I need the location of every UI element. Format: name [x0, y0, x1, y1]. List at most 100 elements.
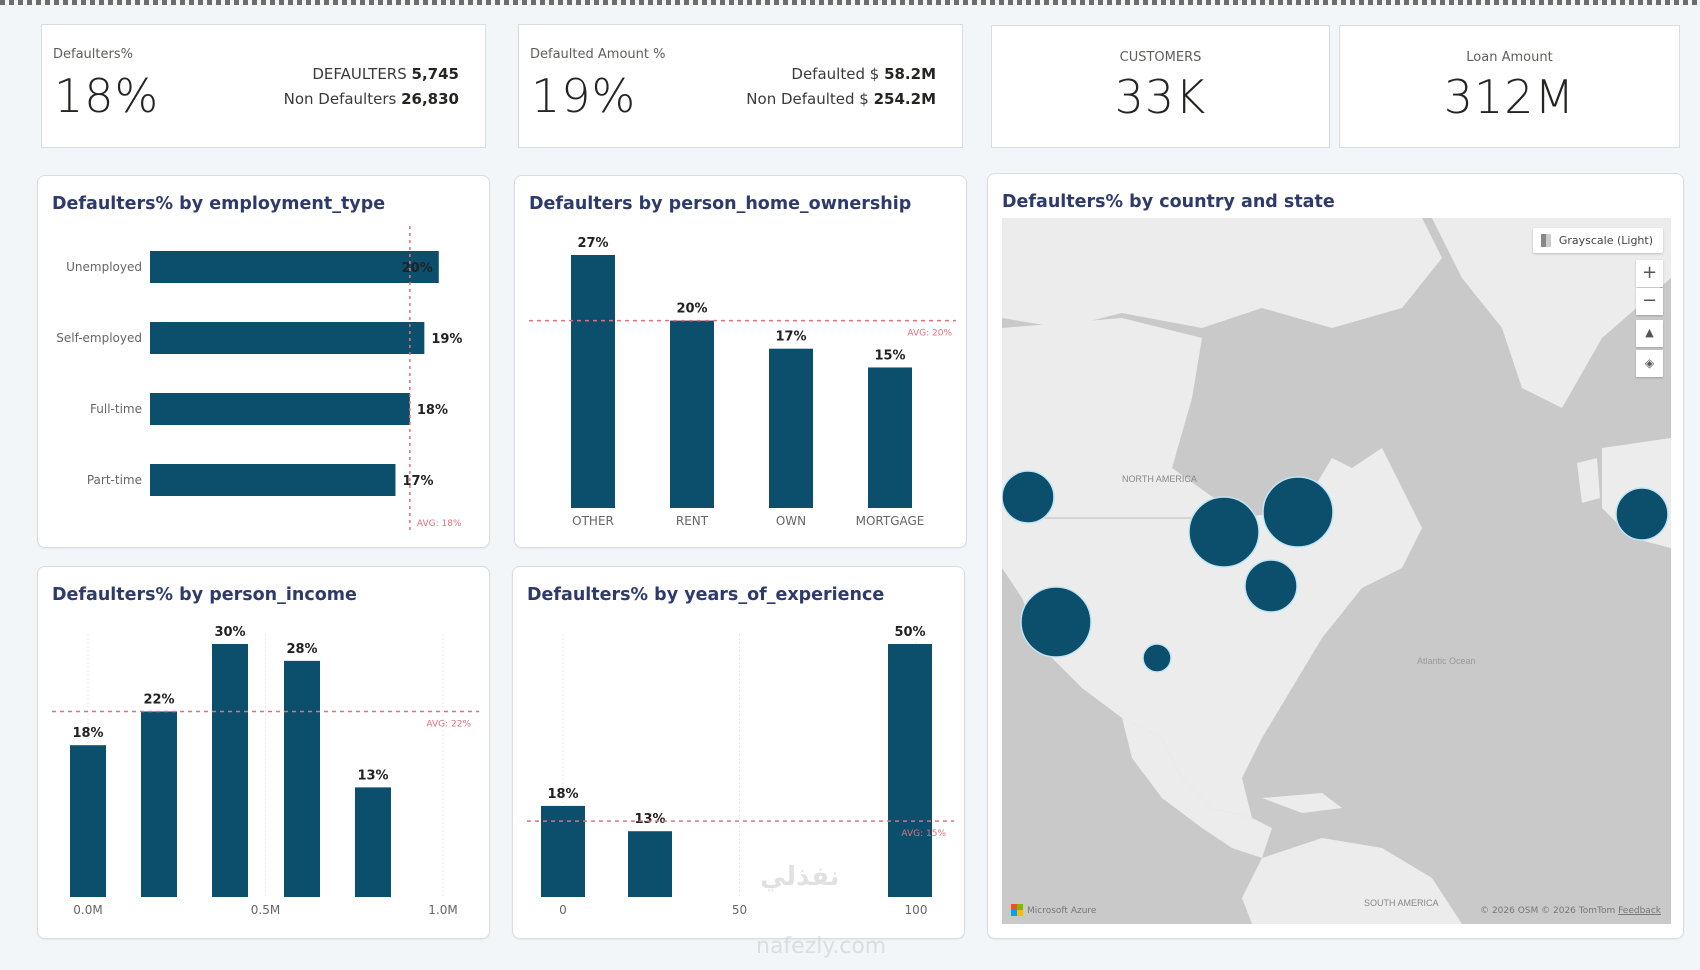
category-label: OTHER [572, 514, 614, 528]
bar [150, 322, 425, 354]
chart-panel-employment-type[interactable]: Defaulters% by employment_type Unemploye… [37, 175, 490, 548]
zoom-in-button[interactable]: + [1636, 260, 1663, 287]
kpi-value: 33K [1114, 70, 1207, 124]
watermark-arabic: نفذلي [760, 862, 840, 892]
bar [150, 251, 439, 283]
bar [670, 320, 714, 508]
map-bubble[interactable]: Texas [1142, 643, 1172, 673]
map-title: Defaulters% by country and state [1002, 192, 1335, 212]
map-copyright: © 2026 OSM © 2026 TomTom Feedback [1480, 906, 1661, 916]
chart-title: Defaulters by person_home_ownership [529, 194, 912, 214]
map-bubble[interactable]: Quebec [1262, 476, 1334, 548]
bar [541, 805, 585, 897]
map-canvas[interactable]: NORTH AMERICA Atlantic Ocean SOUTH AMERI… [1002, 218, 1671, 924]
data-label: 18% [72, 726, 103, 741]
kpi-breakdown: Defaulted $ 58.2M Non Defaulted $ 254.2M [746, 62, 936, 112]
feedback-link[interactable]: Feedback [1618, 906, 1661, 916]
microsoft-azure-logo-icon [1011, 904, 1023, 916]
bar [868, 367, 912, 508]
chart-panel-person-income[interactable]: Defaulters% by person_income 18% 22% 30% 28… [37, 566, 490, 939]
bar [355, 787, 391, 897]
category-label: RENT [676, 514, 709, 528]
map-bubble[interactable]: United Kingdom [1615, 487, 1669, 541]
label-south-america: SOUTH AMERICA [1364, 898, 1439, 908]
data-label: 20% [676, 302, 707, 317]
kpi-value: 18% [54, 69, 160, 123]
chart-panel-years-experience[interactable]: Defaulters% by years_of_experience 18% 13… [512, 566, 965, 939]
kpi-card-defaulted-amount-pct[interactable]: Defaulted Amount % 19% Defaulted $ 58.2M… [518, 24, 963, 148]
bar [212, 644, 248, 897]
chart-panel-home-ownership[interactable]: Defaulters by person_home_ownership 27% O… [514, 175, 967, 548]
map-style-label: Grayscale (Light) [1558, 234, 1653, 247]
category-label: Part-time [87, 473, 142, 487]
map-bubble[interactable]: New York [1244, 559, 1298, 613]
non-defaulters-value: 26,830 [401, 90, 459, 108]
bar [150, 464, 396, 496]
data-label: 19% [431, 332, 462, 347]
defaulted-value: 58.2M [884, 65, 936, 83]
data-label: 30% [214, 625, 245, 640]
kpi-card-defaulters-pct[interactable]: Defaulters% 18% DEFAULTERS 5,745 Non Def… [41, 24, 486, 148]
label-atlantic-ocean: Atlantic Ocean [1417, 656, 1476, 666]
pitch-button[interactable]: ▲ [1636, 320, 1663, 347]
map-bubble[interactable]: Ontario [1188, 496, 1260, 568]
map-provider: Microsoft Azure [1027, 906, 1097, 916]
watermark-latin: nafezly.com [756, 934, 887, 959]
bar [284, 660, 320, 897]
land-south-america [1242, 838, 1462, 924]
defaulters-label: DEFAULTERS [312, 65, 407, 83]
land-arctic [1002, 218, 1442, 328]
kpi-label: Defaulted Amount % [530, 47, 666, 62]
x-tick-label: 0.5M [251, 903, 280, 917]
data-label: 27% [577, 236, 608, 251]
zoom-out-button[interactable]: − [1636, 288, 1663, 315]
data-label: 13% [357, 768, 388, 783]
map-style-swatch-icon [1540, 234, 1551, 247]
category-label: MORTGAGE [856, 514, 925, 528]
data-label: 28% [286, 642, 317, 657]
data-label: 20% [402, 261, 433, 276]
bar [150, 393, 410, 425]
average-label: AVG: 20% [907, 329, 952, 339]
years-experience-chart: 18% 13% 50% AVG: 15% 0 50 100 [527, 625, 954, 917]
map-style-picker[interactable]: Grayscale (Light) [1532, 228, 1663, 253]
x-tick-label: 1.0M [428, 903, 457, 917]
kpi-card-customers[interactable]: CUSTOMERS 33K [991, 25, 1330, 148]
bar [769, 348, 813, 508]
land-central-america [1122, 718, 1272, 858]
map-bubble[interactable]: California [1020, 586, 1092, 658]
data-label: 22% [143, 692, 174, 707]
land-north-america [1002, 318, 1422, 818]
category-label: Unemployed [66, 260, 142, 274]
data-label: 17% [775, 330, 806, 345]
defaulted-label: Defaulted $ [791, 65, 880, 83]
x-tick-label: 0.0M [73, 903, 102, 917]
compass-button[interactable]: ◈ [1636, 350, 1663, 377]
defaulters-value: 5,745 [411, 65, 459, 83]
map-bubble[interactable]: British Columbia [1002, 470, 1055, 524]
average-label: AVG: 22% [426, 719, 471, 729]
kpi-label: Loan Amount [1466, 50, 1553, 65]
map-basemap: NORTH AMERICA Atlantic Ocean SOUTH AMERI… [1002, 218, 1671, 924]
label-north-america: NORTH AMERICA [1122, 474, 1197, 484]
kpi-value: 312M [1443, 70, 1576, 124]
x-tick-label: 50 [732, 903, 747, 917]
average-label: AVG: 15% [901, 829, 946, 839]
data-label: 18% [417, 403, 448, 418]
person-income-chart: 18% 22% 30% 28% 13% AVG: 22% 0.0M 0.5M 1.0M [52, 625, 479, 917]
data-label: 18% [547, 787, 578, 802]
x-tick-label: 0 [559, 903, 567, 917]
bar [628, 831, 672, 897]
category-label: Full-time [90, 402, 142, 416]
kpi-card-loan-amount[interactable]: Loan Amount 312M [1339, 25, 1680, 148]
non-defaulted-label: Non Defaulted $ [746, 90, 869, 108]
chart-title: Defaulters% by person_income [52, 585, 357, 605]
kpi-label: CUSTOMERS [1119, 50, 1202, 65]
data-label: 17% [402, 474, 433, 489]
chart-title: Defaulters% by employment_type [52, 194, 386, 214]
land-uk [1577, 458, 1600, 503]
chart-title: Defaulters% by years_of_experience [527, 585, 885, 605]
data-label: 13% [634, 812, 665, 827]
map-panel[interactable]: Defaulters% by country and state NORTH A… [987, 173, 1684, 939]
bar [571, 255, 615, 508]
